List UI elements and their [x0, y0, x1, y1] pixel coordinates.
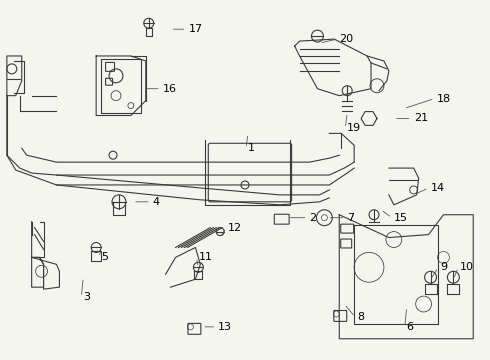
- Text: 21: 21: [414, 113, 428, 123]
- Text: 2: 2: [310, 213, 317, 223]
- Text: 20: 20: [339, 34, 353, 44]
- Text: 12: 12: [228, 222, 242, 233]
- Text: 13: 13: [218, 322, 232, 332]
- Text: 15: 15: [394, 213, 408, 223]
- Text: 18: 18: [437, 94, 451, 104]
- Text: 16: 16: [163, 84, 176, 94]
- Text: 7: 7: [347, 213, 354, 223]
- Text: 10: 10: [460, 262, 474, 272]
- Text: 14: 14: [431, 183, 445, 193]
- Text: 9: 9: [441, 262, 447, 272]
- Text: 6: 6: [407, 322, 414, 332]
- Text: 3: 3: [83, 292, 90, 302]
- Text: 4: 4: [153, 197, 160, 207]
- Text: 5: 5: [101, 252, 108, 262]
- Text: 17: 17: [189, 24, 202, 34]
- Text: 1: 1: [248, 143, 255, 153]
- Text: 8: 8: [357, 312, 364, 322]
- Text: 11: 11: [198, 252, 212, 262]
- Text: 19: 19: [347, 123, 361, 134]
